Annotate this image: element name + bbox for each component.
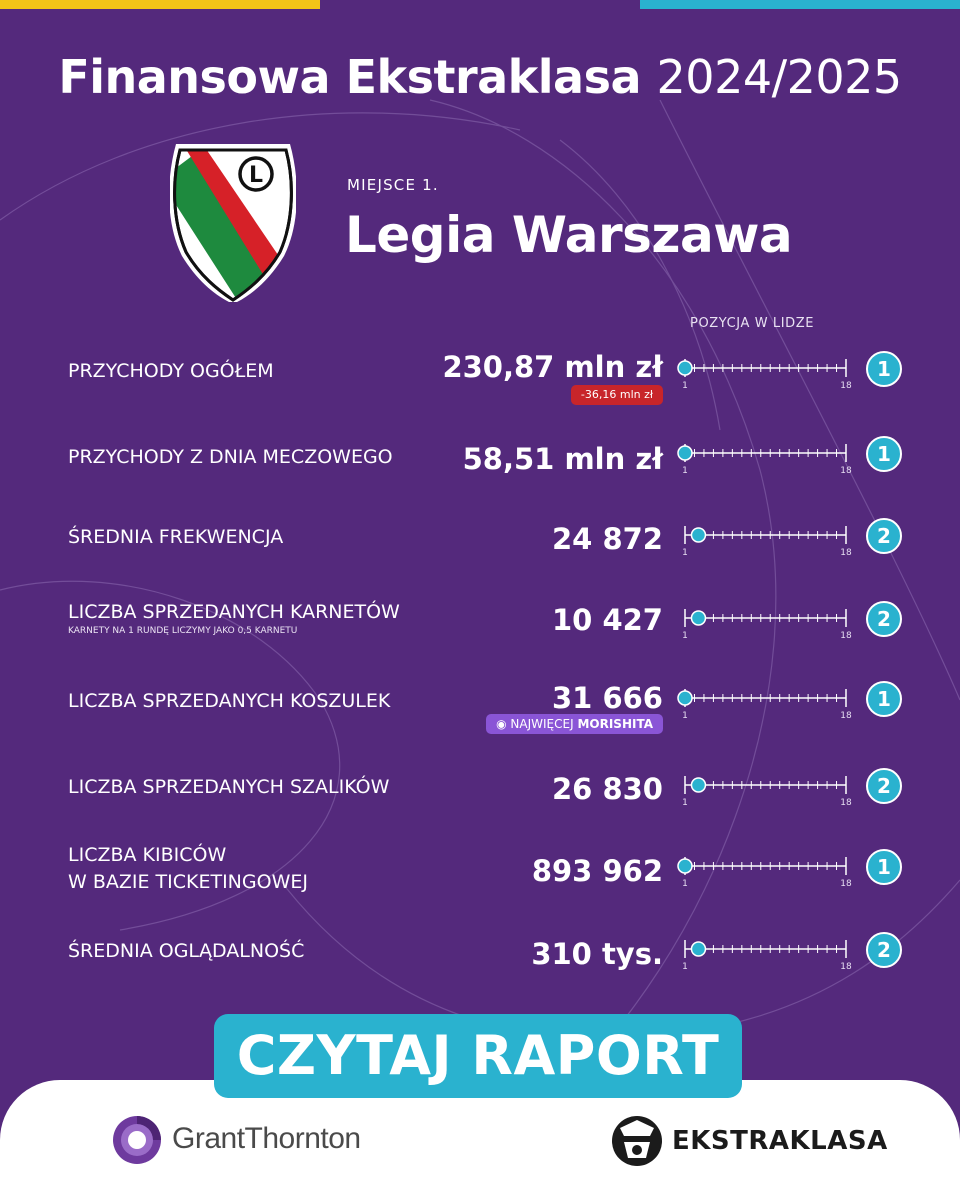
rank-scale: 1 18: [676, 350, 866, 391]
rank-marker: [690, 777, 707, 793]
rank-marker: [690, 610, 707, 626]
rank-scale: 1 18: [676, 767, 866, 808]
stat-value: 230,87 mln zł: [442, 350, 663, 384]
league-name: EKSTRAKLASA: [672, 1126, 888, 1156]
rank-badge: 2: [866, 601, 902, 637]
scale-max-label: 18: [840, 711, 852, 720]
top-accent-teal: [640, 0, 960, 9]
rank-scale-svg: 1 18: [677, 857, 852, 889]
read-report-label: CZYTAJ RAPORT: [236, 1024, 720, 1087]
stat-label: ŚREDNIA OGLĄDALNOŚĆ: [68, 940, 305, 962]
read-report-button[interactable]: CZYTAJ RAPORT: [214, 1014, 742, 1098]
scale-max-label: 18: [840, 381, 852, 390]
place-label: MIEJSCE 1.: [347, 176, 439, 194]
scale-max-label: 18: [840, 798, 852, 807]
scale-max-label: 18: [840, 962, 852, 971]
scale-min-label: 1: [682, 466, 688, 475]
legia-crest-logo: L: [170, 144, 296, 302]
rank-scale: 1 18: [676, 517, 866, 558]
top-seller-prefix: NAJWIĘCEJ: [510, 717, 574, 731]
rank-badge: 1: [866, 351, 902, 387]
stat-value: 26 830: [552, 772, 663, 806]
club-name: Legia Warszawa: [345, 206, 793, 264]
rank-marker: [690, 941, 707, 957]
rank-scale: 1 18: [676, 680, 866, 721]
scale-min-label: 1: [682, 962, 688, 971]
stat-value: 31 666: [552, 681, 663, 715]
position-header: POZYCJA W LIDZE: [690, 316, 815, 331]
stat-value: 58,51 mln zł: [462, 442, 663, 476]
change-badge: -36,16 mln zł: [570, 385, 663, 405]
scale-max-label: 18: [840, 879, 852, 888]
footer: GrantThornton EKSTRAKLASA: [0, 1080, 960, 1200]
stat-label: PRZYCHODY Z DNIA MECZOWEGO: [68, 446, 393, 468]
stat-value: 10 427: [552, 603, 663, 637]
rank-scale-svg: 1 18: [677, 359, 852, 391]
season-text: 2024/2025: [656, 50, 903, 104]
stat-note: KARNETY NA 1 RUNDĘ LICZYMY JAKO 0,5 KARN…: [68, 626, 298, 636]
rank-marker: [677, 445, 693, 461]
grant-thornton-logo-icon: [113, 1116, 161, 1164]
stat-row-scarves: LICZBA SPRZEDANYCH SZALIKÓW 26 830 1 18 2: [0, 757, 960, 817]
scale-min-label: 1: [682, 879, 688, 888]
crest-letter: L: [249, 163, 263, 188]
page-title: Finansowa Ekstraklasa 2024/2025: [0, 50, 960, 104]
scale-min-label: 1: [682, 381, 688, 390]
rank-badge: 2: [866, 518, 902, 554]
rank-scale-svg: 1 18: [682, 776, 852, 808]
shirt-icon: ◉: [496, 717, 507, 731]
stat-row-attendance: ŚREDNIA FREKWENCJA 24 872 1 18 2: [0, 507, 960, 567]
rank-badge: 1: [866, 436, 902, 472]
stat-value: 24 872: [552, 522, 663, 556]
stat-label: LICZBA SPRZEDANYCH KARNETÓW: [68, 601, 400, 623]
rank-scale: 1 18: [676, 931, 866, 972]
rank-scale-svg: 1 18: [677, 689, 852, 721]
stat-row-shirts: LICZBA SPRZEDANYCH KOSZULEK 31 666 ◉ NAJ…: [0, 676, 960, 736]
scale-min-label: 1: [682, 548, 688, 557]
stat-label: LICZBA SPRZEDANYCH SZALIKÓW: [68, 776, 390, 798]
stat-value: 310 tys.: [531, 937, 663, 971]
rank-badge: 1: [866, 681, 902, 717]
partner-name: GrantThornton: [172, 1122, 361, 1155]
rank-marker: [677, 690, 693, 706]
rank-scale: 1 18: [676, 435, 866, 476]
scale-min-label: 1: [682, 631, 688, 640]
top-seller-badge: ◉ NAJWIĘCEJ MORISHITA: [486, 714, 663, 734]
stat-row-ticketing-fans: LICZBA KIBICÓW W BAZIE TICKETINGOWEJ 893…: [0, 838, 960, 898]
scale-max-label: 18: [840, 548, 852, 557]
rank-badge: 2: [866, 768, 902, 804]
stat-row-season-tickets: LICZBA SPRZEDANYCH KARNETÓW KARNETY NA 1…: [0, 590, 960, 650]
rank-scale: 1 18: [676, 600, 866, 641]
stat-label: ŚREDNIA FREKWENCJA: [68, 526, 284, 548]
rank-marker: [690, 527, 707, 543]
stat-row-matchday-revenue: PRZYCHODY Z DNIA MECZOWEGO 58,51 mln zł …: [0, 425, 960, 485]
scale-min-label: 1: [682, 711, 688, 720]
stat-label: PRZYCHODY OGÓŁEM: [68, 360, 274, 382]
rank-scale: 1 18: [676, 848, 866, 889]
top-seller-name: MORISHITA: [577, 717, 653, 731]
rank-scale-svg: 1 18: [682, 609, 852, 641]
stat-label: LICZBA KIBICÓW: [68, 844, 227, 866]
ekstraklasa-ball-logo-icon: [612, 1116, 662, 1166]
rank-badge: 2: [866, 932, 902, 968]
rank-scale-svg: 1 18: [682, 526, 852, 558]
stat-row-revenue: PRZYCHODY OGÓŁEM 230,87 mln zł -36,16 ml…: [0, 340, 960, 405]
rank-scale-svg: 1 18: [677, 444, 852, 476]
stat-value: 893 962: [531, 854, 663, 888]
title-text: Finansowa Ekstraklasa: [58, 50, 642, 104]
scale-min-label: 1: [682, 798, 688, 807]
rank-marker: [677, 858, 693, 874]
stat-label-line2: W BAZIE TICKETINGOWEJ: [68, 871, 308, 893]
rank-marker: [677, 360, 693, 376]
rank-badge: 1: [866, 849, 902, 885]
stat-row-viewership: ŚREDNIA OGLĄDALNOŚĆ 310 tys. 1 18 2: [0, 921, 960, 981]
top-accent-yellow: [0, 0, 320, 9]
rank-scale-svg: 1 18: [682, 940, 852, 972]
scale-max-label: 18: [840, 466, 852, 475]
stat-label: LICZBA SPRZEDANYCH KOSZULEK: [68, 690, 391, 712]
scale-max-label: 18: [840, 631, 852, 640]
